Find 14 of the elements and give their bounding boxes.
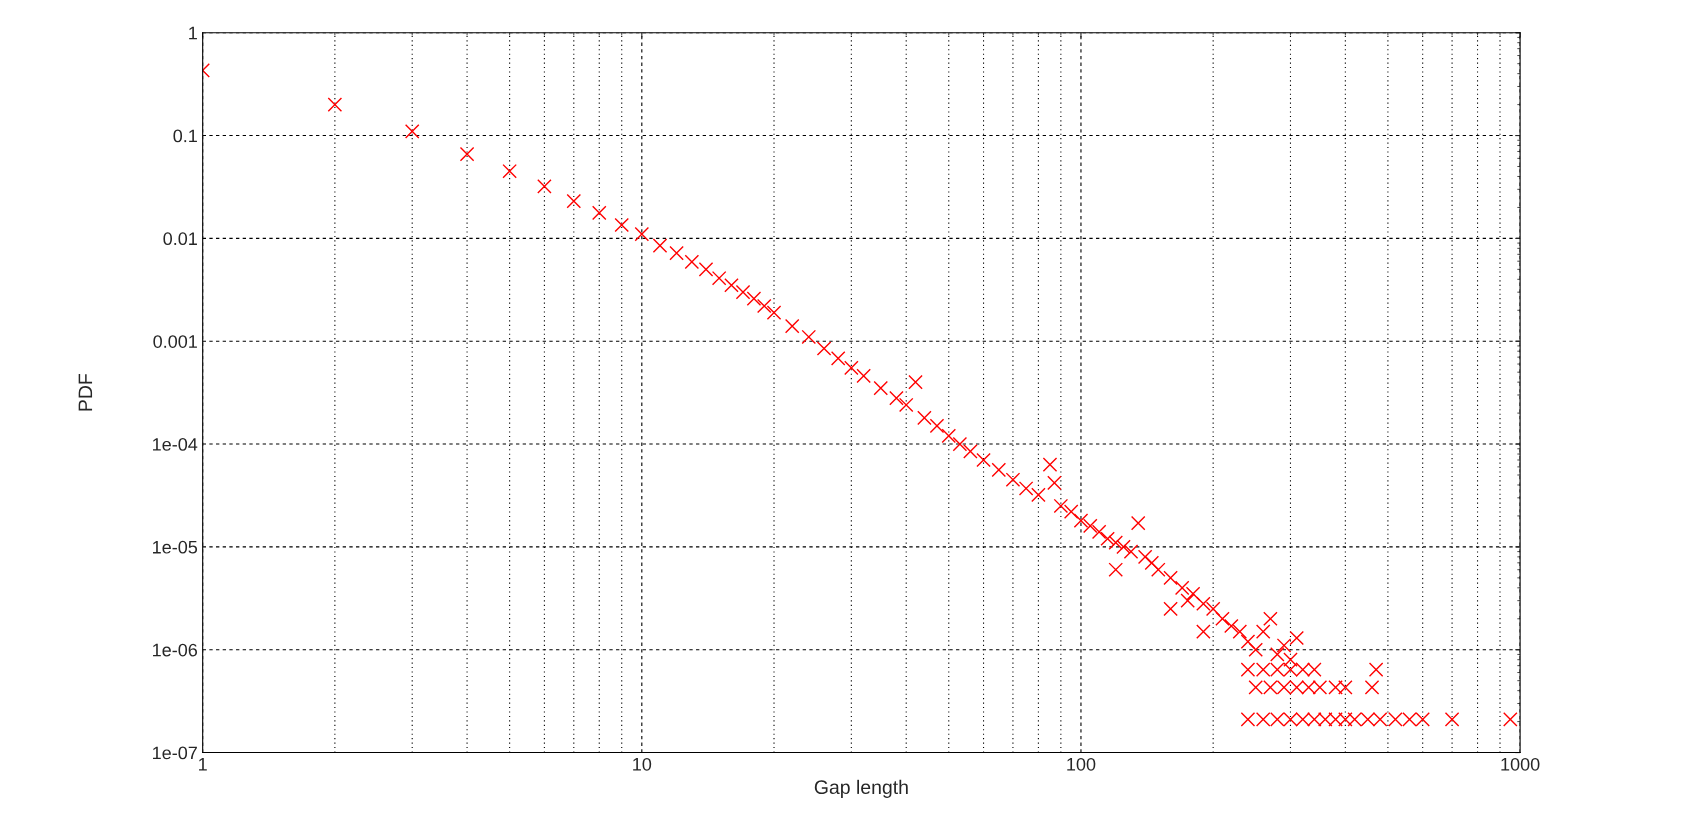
y-tick-label: 1 bbox=[189, 26, 197, 40]
x-tick-label: 1000 bbox=[1501, 757, 1540, 771]
y-tick-label: 1e-04 bbox=[153, 437, 198, 451]
y-tick-label: 1e-05 bbox=[153, 540, 198, 554]
y-tick-label: 0.001 bbox=[153, 335, 197, 348]
x-tick-label: 1 bbox=[199, 758, 207, 771]
x-tick-label: 10 bbox=[633, 757, 652, 771]
x-tick-label: 100 bbox=[1067, 757, 1096, 771]
y-tick-label: 0.1 bbox=[173, 129, 197, 143]
y-tick-label: 1e-07 bbox=[153, 746, 197, 760]
y-axis-title: PDF bbox=[78, 373, 93, 411]
x-axis-title: Gap length bbox=[814, 779, 908, 798]
y-tick-label: 1e-06 bbox=[153, 643, 198, 657]
y-tick-label: 0.01 bbox=[163, 232, 197, 246]
